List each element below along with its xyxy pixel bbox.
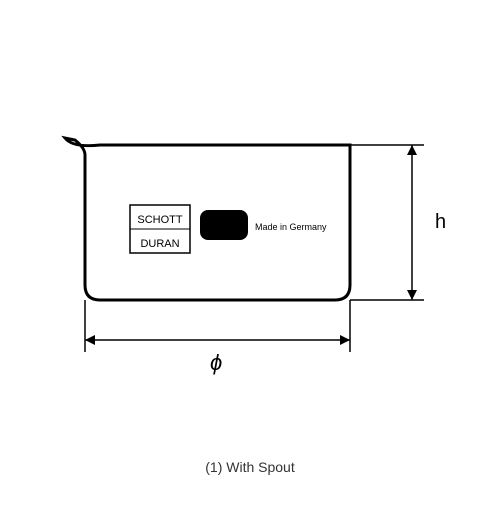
schott-logo-box: SCHOTT DURAN — [130, 205, 190, 253]
dimension-height: h — [350, 145, 446, 300]
figure-caption: (1) With Spout — [0, 459, 500, 475]
made-in-germany-label: Made in Germany — [255, 222, 327, 232]
svg-text:SCHOTT: SCHOTT — [137, 214, 183, 226]
technical-diagram: SCHOTT DURAN Made in Germany h ϕ — [0, 0, 500, 500]
diameter-label: ϕ — [210, 350, 222, 375]
svg-text:DURAN: DURAN — [140, 238, 179, 250]
dimension-diameter: ϕ — [85, 300, 350, 375]
height-label: h — [435, 211, 446, 233]
black-label-badge — [200, 210, 248, 240]
